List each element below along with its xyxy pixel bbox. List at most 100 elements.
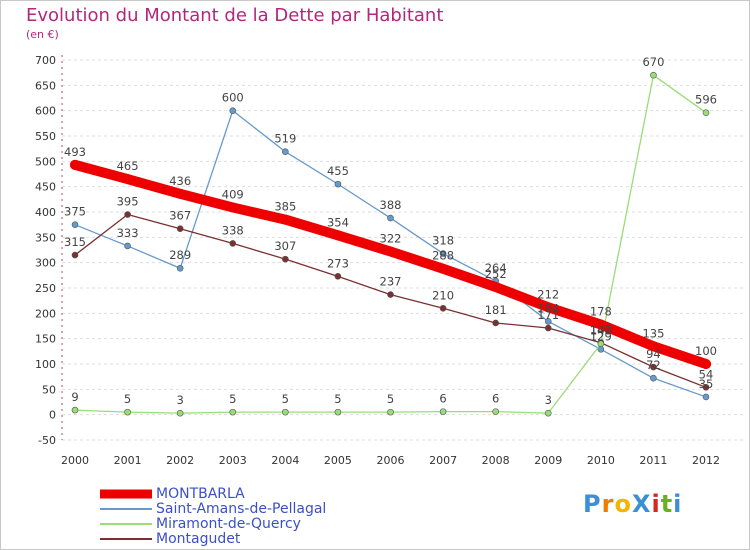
data-point [387,291,394,298]
data-point [334,273,342,280]
data-label: 5 [229,392,236,406]
y-tick-label: 400 [35,206,56,219]
data-point [124,242,131,250]
data-label: 367 [169,209,191,223]
data-label: 142 [590,323,612,337]
data-label: 35 [699,377,714,391]
data-label: 318 [432,234,454,248]
legend-swatch [100,488,152,500]
data-point [490,281,501,292]
data-label: 140 [590,324,612,338]
data-point [702,384,710,391]
legend-swatch [100,518,152,530]
chart-title: Evolution du Montant de la Dette par Hab… [26,5,444,26]
data-label: 273 [327,256,349,270]
data-point [124,211,131,218]
data-point [544,409,552,417]
data-point [492,319,499,327]
y-tick-label: 0 [49,409,56,422]
data-point [387,214,394,222]
legend-swatch [100,533,152,545]
data-point [650,363,657,371]
data-label: 315 [64,235,86,249]
data-point [176,409,184,417]
data-point [701,359,711,369]
data-point [282,255,289,263]
y-tick-label: 600 [35,105,56,118]
data-label: 6 [439,392,446,406]
data-label: 264 [485,261,507,275]
data-point [702,393,710,401]
chart-subtitle: (en €) [26,28,59,41]
y-tick-label: 450 [35,181,56,194]
data-point [438,263,449,274]
x-tick-label: 2003 [219,454,247,467]
data-label: 100 [695,344,717,358]
data-point [229,408,237,416]
data-point [439,250,447,257]
data-point [597,340,605,348]
y-tick-label: 700 [35,54,56,67]
data-label: 5 [334,392,341,406]
data-label: 333 [117,226,139,240]
data-label: 465 [117,159,139,173]
data-label: 9 [71,390,78,404]
data-label: 129 [590,329,612,343]
legend-label: Montagudet [156,530,241,547]
x-tick-label: 2006 [377,454,405,467]
y-tick-label: 250 [35,282,56,295]
data-label: 289 [169,248,191,262]
y-tick-label: -50 [38,434,56,447]
x-tick-label: 2011 [639,454,667,467]
data-point [648,341,659,352]
data-label: 178 [590,304,612,318]
legend-item: Miramont-de-Quercy [100,516,326,532]
data-label: 212 [537,287,559,301]
data-point [71,221,79,228]
data-label: 54 [699,367,714,381]
data-label: 3 [545,393,552,407]
data-point [702,109,710,116]
data-point [71,406,79,414]
data-point [439,408,447,415]
data-label: 322 [380,232,402,246]
y-tick-label: 100 [35,358,56,371]
legend-item: Saint-Amans-de-Pellagal [100,501,326,517]
y-tick-label: 300 [35,257,56,270]
data-label: 395 [117,195,139,209]
data-label: 5 [387,392,394,406]
data-label: 493 [64,145,86,159]
data-label: 307 [274,239,296,253]
data-point [229,240,237,247]
x-tick-label: 2002 [166,454,194,467]
data-point [122,174,133,185]
data-label: 72 [646,358,661,372]
data-point [544,324,552,332]
data-point [439,304,447,312]
data-point [387,408,394,416]
data-point [280,214,291,225]
data-point [650,71,657,79]
data-point [385,246,396,257]
data-point [332,230,343,241]
data-label: 184 [537,301,559,315]
data-point [650,374,657,382]
data-label: 5 [124,392,131,406]
data-label: 354 [327,215,349,229]
x-tick-label: 2007 [429,454,457,467]
proxiti-logo: ProXiti [583,490,683,518]
data-point [70,159,80,170]
data-point [124,408,131,416]
x-tick-label: 2001 [114,454,142,467]
data-label: 3 [177,393,184,407]
data-label: 455 [327,164,349,178]
y-tick-label: 350 [35,231,56,244]
data-label: 670 [642,55,664,69]
data-point [71,251,79,259]
data-label: 596 [695,93,717,107]
data-point [282,148,289,156]
data-point [492,408,499,415]
y-tick-label: 550 [35,130,56,143]
legend-swatch [100,503,152,515]
